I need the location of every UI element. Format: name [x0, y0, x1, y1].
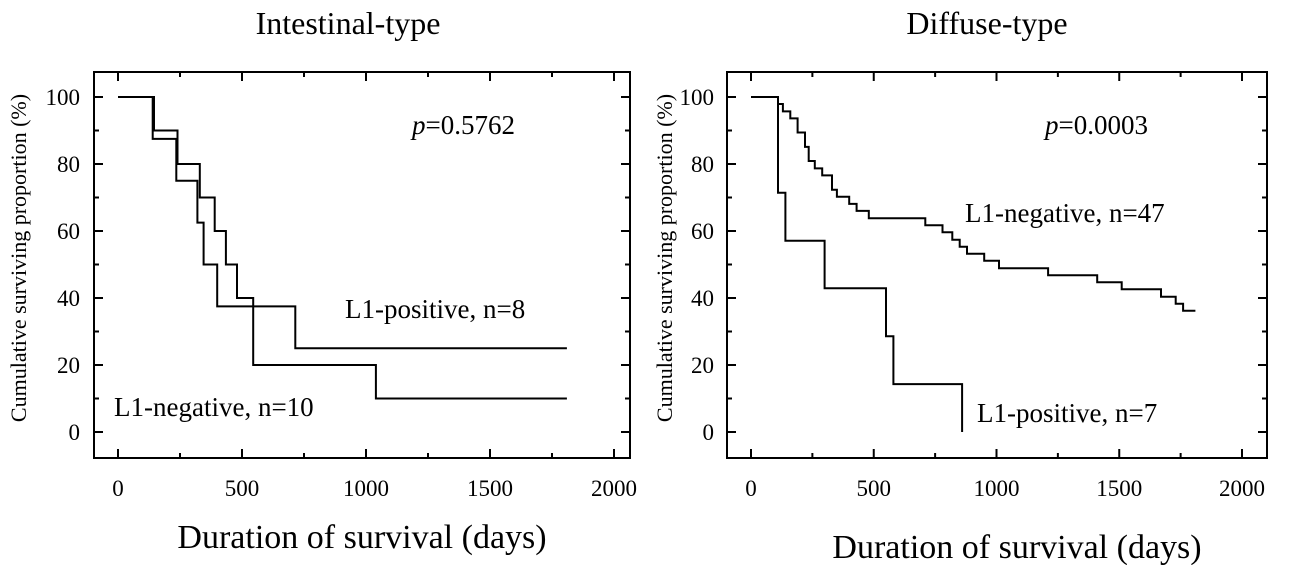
chart-title: Intestinal-type — [256, 5, 441, 41]
p-value: =0.0003 — [1059, 110, 1148, 140]
x-axis-label: Duration of survival (days) — [832, 529, 1201, 565]
y-tick-label: 20 — [57, 353, 80, 378]
y-tick-label: 0 — [703, 420, 715, 445]
y-axis-label: Cumulative surviving proportion (%) — [6, 94, 31, 422]
y-tick-label: 60 — [691, 219, 714, 244]
survival-curve-0 — [118, 96, 567, 350]
y-tick-label: 80 — [57, 152, 80, 177]
p-value: =0.5762 — [426, 110, 515, 140]
y-tick-label: 80 — [691, 152, 714, 177]
x-tick-label: 1500 — [1096, 476, 1142, 501]
x-tick-label: 0 — [112, 476, 124, 501]
y-tick-label: 100 — [46, 85, 81, 110]
y-tick-label: 0 — [69, 420, 81, 445]
y-tick-label: 60 — [57, 219, 80, 244]
x-axis-label: Duration of survival (days) — [177, 519, 546, 556]
series-label-l1-negative: L1-negative, n=47 — [965, 198, 1165, 228]
p-value-annotation: p=0.5762 — [410, 110, 515, 140]
y-tick-label: 40 — [57, 286, 80, 311]
y-tick-label: 40 — [691, 286, 714, 311]
chart-title: Diffuse-type — [906, 5, 1067, 41]
series-label-l1-positive: L1-positive, n=7 — [977, 398, 1157, 428]
p-value-annotation: p=0.0003 — [1043, 110, 1148, 140]
x-tick-label: 2000 — [1219, 476, 1265, 501]
panel-intestinal: Intestinal-type 0 20 40 60 80 100 0 500 1000 150… — [6, 5, 637, 556]
survival-curves — [118, 96, 567, 400]
survival-curve-0 — [751, 96, 1196, 312]
y-axis-label: Cumulative surviving proportion (%) — [652, 94, 677, 422]
p-symbol: p — [1043, 110, 1059, 140]
x-tick-label: 2000 — [591, 476, 637, 501]
panel-diffuse: Diffuse-type 0 20 40 60 80 100 0 500 1000 1500 20… — [652, 5, 1268, 565]
y-axis-ticks: 0 20 40 60 80 100 — [680, 85, 1267, 445]
y-axis-ticks: 0 20 40 60 80 100 — [46, 85, 630, 445]
x-axis-ticks: 0 500 1000 1500 2000 — [745, 72, 1265, 501]
series-label-l1-positive: L1-positive, n=8 — [345, 294, 525, 324]
x-tick-label: 0 — [745, 476, 757, 501]
survival-curve-1 — [751, 96, 964, 432]
x-tick-label: 1000 — [343, 476, 389, 501]
series-label-l1-negative: L1-negative, n=10 — [114, 392, 314, 422]
p-symbol: p — [410, 110, 426, 140]
y-tick-label: 20 — [691, 353, 714, 378]
x-tick-label: 1500 — [467, 476, 513, 501]
x-tick-label: 1000 — [974, 476, 1020, 501]
survival-curve-1 — [118, 96, 567, 400]
x-axis-ticks: 0 500 1000 1500 2000 — [112, 72, 637, 501]
survival-curves — [751, 96, 1196, 432]
x-tick-label: 500 — [225, 476, 260, 501]
x-tick-label: 500 — [857, 476, 892, 501]
y-tick-label: 100 — [680, 85, 715, 110]
